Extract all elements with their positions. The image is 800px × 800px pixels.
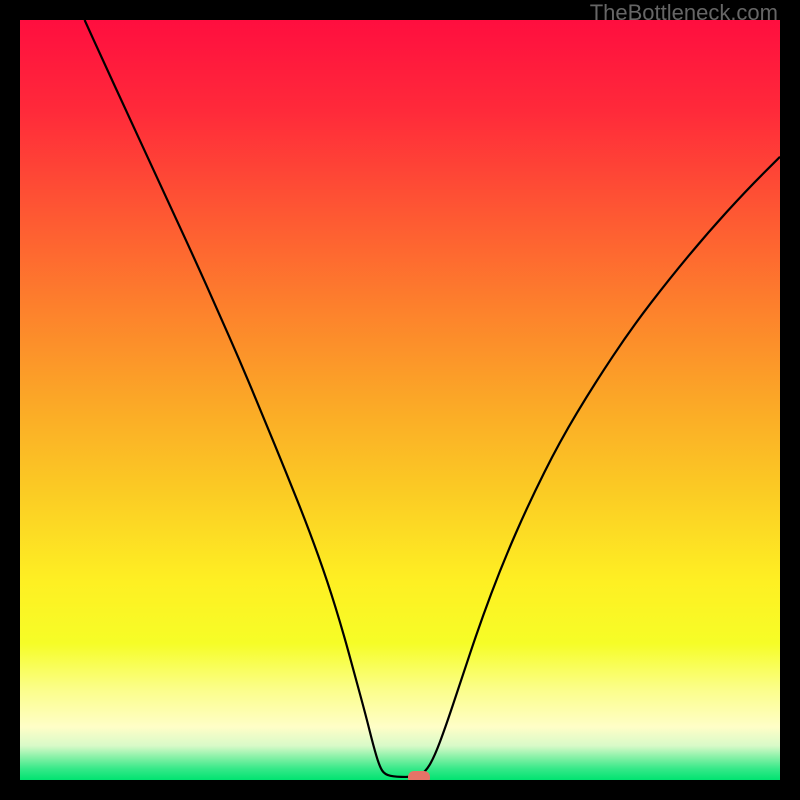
plot-svg <box>20 20 780 780</box>
optimum-marker <box>408 771 430 780</box>
plot-area <box>20 20 780 780</box>
chart-frame: TheBottleneck.com <box>0 0 800 800</box>
gradient-background <box>20 20 780 780</box>
